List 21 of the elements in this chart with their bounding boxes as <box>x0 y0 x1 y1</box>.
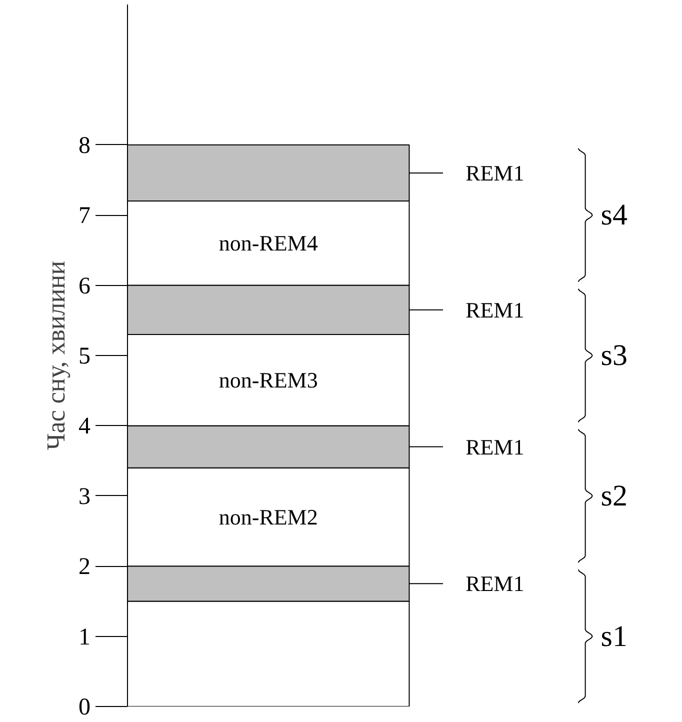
text: s4 <box>600 198 628 232</box>
y-tick-label: 3 <box>78 484 90 510</box>
text: s2 <box>600 479 628 512</box>
y-tick-label: 5 <box>78 344 90 370</box>
series-label: non-REM2 <box>218 504 318 530</box>
y-tick-label: 7 <box>78 203 90 230</box>
legend-label: REM1 <box>466 434 524 460</box>
legend-label: REM1 <box>466 571 524 596</box>
y-tick-label: 6 <box>78 273 90 300</box>
legend-label: REM1 <box>466 160 524 186</box>
text: s3 <box>600 339 628 372</box>
series-label: non-REM3 <box>218 368 318 393</box>
legend-label: REM1 <box>466 297 524 322</box>
y-tick-label: 0 <box>78 694 90 720</box>
text: s1 <box>600 620 628 653</box>
y-axis-title: Час сну, хвилини <box>42 260 70 450</box>
y-tick-label: 2 <box>78 554 90 580</box>
y-tick-label: 8 <box>78 132 90 159</box>
y-tick-label: 1 <box>78 624 90 650</box>
y-tick-label: 4 <box>78 414 90 440</box>
series-label: non-REM4 <box>218 230 318 256</box>
